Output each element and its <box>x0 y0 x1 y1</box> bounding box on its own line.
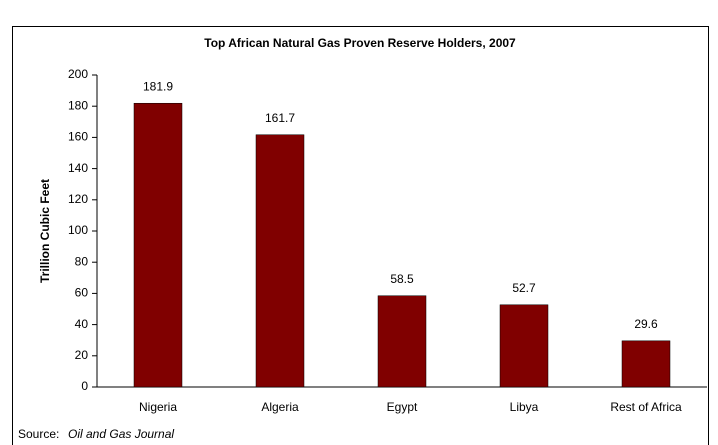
y-tick-label: 100 <box>68 223 88 237</box>
x-tick-label: Algeria <box>261 400 299 414</box>
chart-frame <box>12 26 709 445</box>
y-tick-label: 60 <box>75 286 89 300</box>
source: Oil and Gas Journal <box>68 427 174 441</box>
y-tick-label: 20 <box>75 348 89 362</box>
y-tick-label: 160 <box>68 130 88 144</box>
y-tick-label: 40 <box>75 317 89 331</box>
y-axis-label: Trillion Cubic Feet <box>38 179 52 283</box>
x-tick-label: Egypt <box>387 400 418 414</box>
y-tick-label: 0 <box>81 379 88 393</box>
chart-title: Top African Natural Gas Proven Reserve H… <box>204 36 516 50</box>
y-tick-label: 140 <box>68 161 88 175</box>
y-tick-label: 200 <box>68 67 88 81</box>
bar <box>377 295 427 388</box>
bar <box>621 340 671 388</box>
x-tick-label: Nigeria <box>139 400 177 414</box>
data-label: 161.7 <box>265 111 295 125</box>
data-label: 181.9 <box>143 79 173 93</box>
data-label: 58.5 <box>390 272 414 286</box>
bar <box>133 102 183 388</box>
bar <box>255 134 305 388</box>
y-tick-label: 120 <box>68 192 88 206</box>
y-tick-label: 80 <box>75 254 89 268</box>
data-label: 29.6 <box>634 317 658 331</box>
y-tick-label: 180 <box>68 98 88 112</box>
bar <box>499 304 549 388</box>
data-label: 52.7 <box>512 281 536 295</box>
x-tick-label: Libya <box>510 400 539 414</box>
x-tick-label: Rest of Africa <box>610 400 682 414</box>
source-prefix: Source: <box>18 427 59 441</box>
